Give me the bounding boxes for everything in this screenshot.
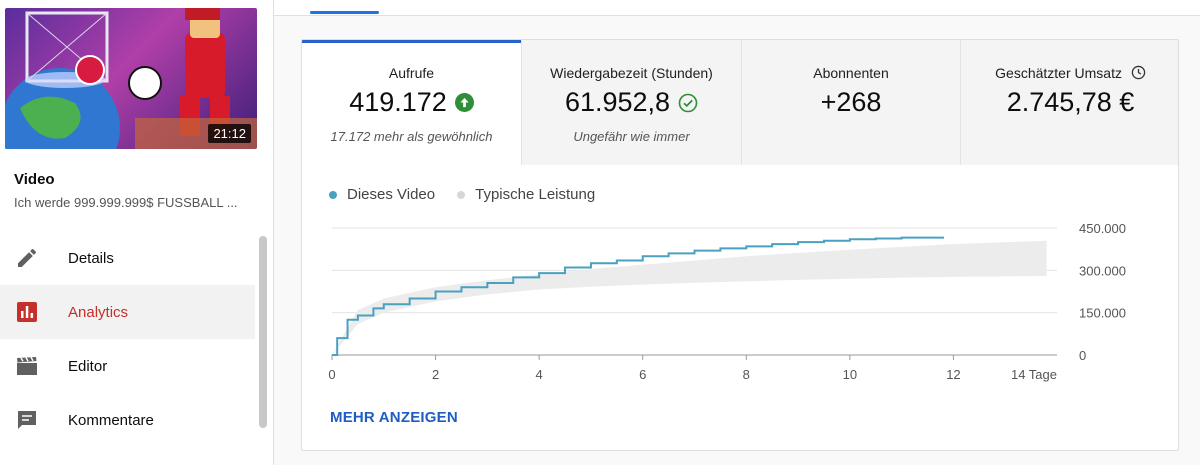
x-tick-label: 14 Tage	[1011, 367, 1057, 382]
check-circle-icon	[678, 93, 698, 112]
sidebar-item-kommentare[interactable]: Kommentare	[0, 393, 255, 447]
video-duration: 21:12	[208, 124, 251, 143]
legend-dot-this-video	[329, 190, 337, 199]
chart-legend: Dieses Video Typische Leistung	[329, 186, 617, 203]
legend-label: Dieses Video	[347, 186, 436, 203]
sidebar-item-details[interactable]: Details	[0, 231, 255, 285]
sidebar-item-label: Kommentare	[68, 411, 154, 429]
metric-tab-subscribers[interactable]: Abonnenten +268	[741, 40, 960, 165]
comment-icon	[18, 411, 36, 429]
analytics-icon	[17, 302, 37, 322]
x-tick-label: 4	[536, 367, 543, 382]
clapperboard-icon	[17, 356, 37, 375]
metric-tab-watchtime[interactable]: Wiedergabezeit (Stunden) 61.952,8 Ungefä…	[521, 40, 741, 165]
metric-tab-views[interactable]: Aufrufe 419.172 17.172 mehr als gewöhnli…	[302, 40, 521, 165]
x-tick-label: 8	[743, 367, 750, 382]
metric-value: +268	[742, 87, 960, 118]
clock-icon	[1131, 65, 1146, 80]
sidebar-item-label: Analytics	[68, 303, 129, 321]
metric-value: 61.952,8	[522, 87, 741, 118]
legend-label: Typische Leistung	[475, 186, 596, 203]
metric-tab-revenue[interactable]: Geschätzter Umsatz 2.745,78 €	[960, 40, 1178, 165]
y-tick-label: 300.000	[1079, 263, 1126, 278]
typical-performance-band	[332, 240, 1047, 355]
metric-label: Wiedergabezeit (Stunden)	[550, 65, 713, 81]
active-tab-indicator	[310, 11, 379, 14]
metric-value-text: 419.172	[349, 87, 447, 117]
views-chart[interactable]: 450.000 300.000 150.000 0 0 2 4 6 8 10 12 14 Tage	[302, 210, 1179, 390]
top-tab-bar	[274, 0, 1200, 16]
show-more-button[interactable]: MEHR ANZEIGEN	[330, 409, 458, 426]
sidebar-item-editor[interactable]: Editor	[0, 339, 255, 393]
up-arrow-icon	[454, 93, 474, 112]
metric-value: 419.172	[302, 87, 521, 118]
metric-label: Abonnenten	[813, 65, 889, 81]
sidebar-nav: Details Analytics Editor Kommentare	[0, 231, 255, 447]
y-tick-label: 150.000	[1079, 306, 1126, 321]
sidebar-item-label: Details	[68, 249, 114, 267]
sidebar-item-label: Editor	[68, 357, 108, 375]
metric-tabs: Aufrufe 419.172 17.172 mehr als gewöhnli…	[302, 40, 1178, 165]
x-tick-label: 10	[843, 367, 857, 382]
pencil-icon	[18, 248, 37, 267]
sidebar: 21:12 Video Ich werde 999.999.999$ FUSSB…	[0, 0, 274, 465]
video-label: Video	[14, 171, 55, 188]
metric-label-text: Geschätzter Umsatz	[995, 65, 1122, 81]
sidebar-item-analytics[interactable]: Analytics	[0, 285, 255, 339]
metric-value-text: 2.745,78 €	[1006, 87, 1135, 117]
x-tick-label: 6	[639, 367, 646, 382]
metric-subtext: 17.172 mehr als gewöhnlich	[330, 129, 493, 144]
video-thumbnail[interactable]: 21:12	[5, 8, 257, 149]
metric-subtext: Ungefähr wie immer	[573, 129, 690, 144]
metric-label: Aufrufe	[388, 65, 435, 81]
metric-value-text: +268	[820, 87, 882, 117]
y-tick-label: 450.000	[1079, 221, 1126, 236]
x-tick-label: 0	[328, 367, 335, 382]
metric-value: 2.745,78 €	[961, 87, 1178, 118]
sidebar-scrollbar[interactable]	[259, 236, 267, 428]
y-tick-label: 0	[1079, 348, 1086, 363]
metric-label: Geschätzter Umsatz	[961, 65, 1178, 81]
video-title[interactable]: Ich werde 999.999.999$ FUSSBALL ...	[14, 195, 238, 210]
this-video-line	[332, 236, 945, 356]
analytics-card: Aufrufe 419.172 17.172 mehr als gewöhnli…	[301, 39, 1179, 451]
metric-value-text: 61.952,8	[564, 87, 671, 117]
x-tick-label: 12	[946, 367, 960, 382]
x-tick-label: 2	[432, 367, 439, 382]
legend-dot-typical	[457, 190, 466, 199]
